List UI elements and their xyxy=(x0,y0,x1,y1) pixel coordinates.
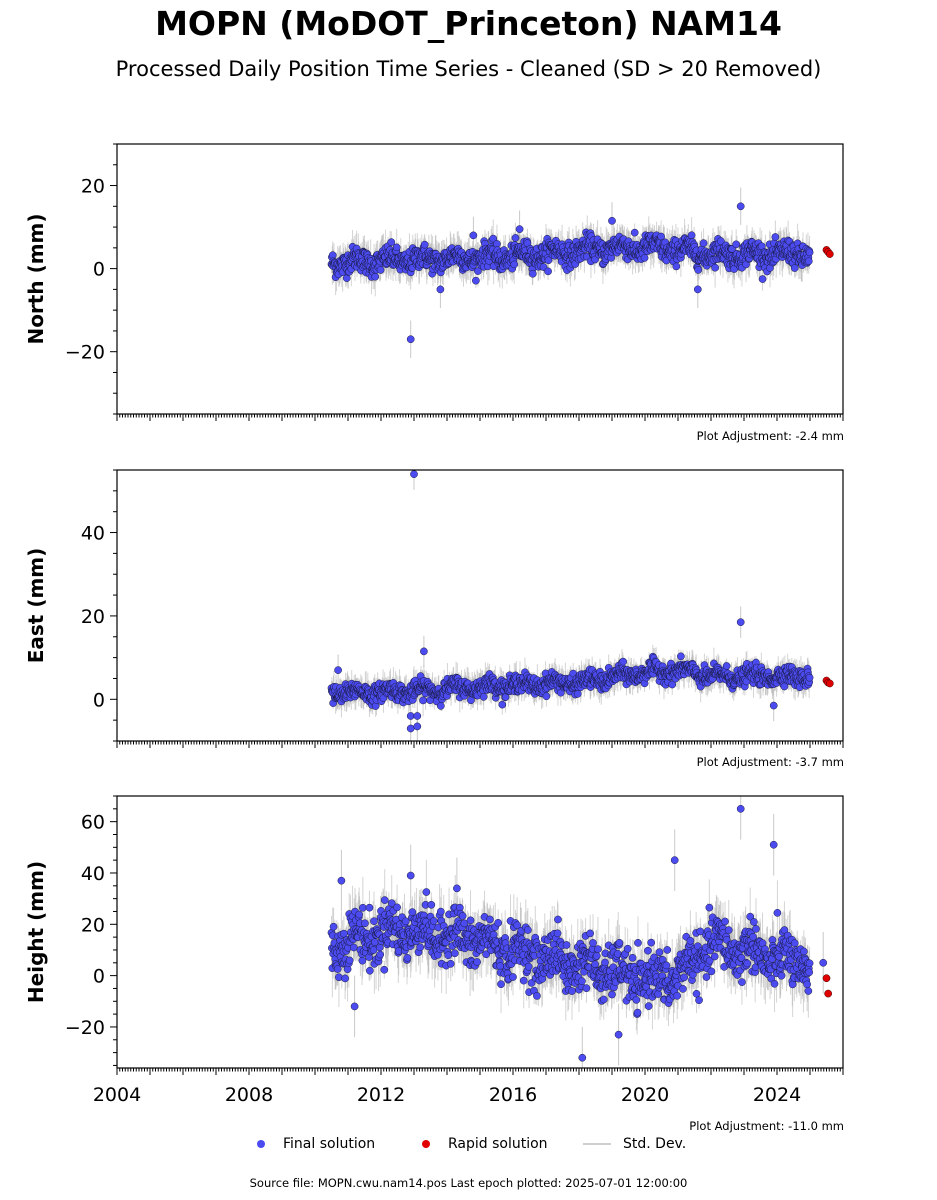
final-point-outlier xyxy=(736,618,745,627)
final-point-outlier xyxy=(515,225,524,234)
final-point xyxy=(694,266,703,274)
final-point xyxy=(376,266,385,274)
final-point xyxy=(419,696,427,705)
final-point xyxy=(528,269,537,278)
final-point xyxy=(436,702,445,710)
final-point xyxy=(474,267,482,275)
chart-title: MOPN (MoDOT_Princeton) NAM14 xyxy=(155,4,782,43)
y-tick-label: −20 xyxy=(65,342,105,364)
final-point xyxy=(544,256,553,265)
final-point xyxy=(771,233,780,241)
final-point xyxy=(758,275,767,283)
final-solution-points xyxy=(327,470,814,733)
rapid-point xyxy=(825,679,834,688)
y-tick-label: 0 xyxy=(93,259,105,281)
final-point xyxy=(510,260,519,269)
y-tick-label: 40 xyxy=(81,523,105,545)
y-tick-label: 0 xyxy=(93,689,105,711)
final-point xyxy=(392,243,401,252)
final-point xyxy=(511,234,520,242)
plot-area xyxy=(327,187,834,358)
final-point xyxy=(498,700,507,709)
final-point-outlier xyxy=(413,722,422,731)
final-point xyxy=(573,689,582,698)
final-point-outlier xyxy=(406,724,415,733)
final-point-outlier xyxy=(469,231,478,240)
final-point xyxy=(619,657,627,666)
final-point xyxy=(387,238,396,246)
final-point xyxy=(542,692,551,701)
std-dev-bars xyxy=(331,187,811,358)
final-point xyxy=(805,248,814,257)
final-point-outlier xyxy=(693,285,702,294)
final-point xyxy=(672,262,681,271)
final-point-outlier xyxy=(410,470,418,479)
final-point xyxy=(722,662,731,670)
final-point-outlier xyxy=(608,216,616,225)
final-point xyxy=(699,239,708,248)
final-point xyxy=(640,253,649,262)
final-point xyxy=(790,264,799,272)
final-point xyxy=(805,673,814,682)
final-point xyxy=(711,263,719,272)
final-point-outlier xyxy=(769,701,778,710)
final-point xyxy=(668,680,677,689)
final-point xyxy=(371,272,380,281)
final-point-outlier xyxy=(334,666,342,674)
final-point xyxy=(732,240,741,249)
final-point xyxy=(489,234,498,243)
final-point xyxy=(630,228,639,237)
final-point xyxy=(780,682,789,691)
final-solution-points xyxy=(327,202,814,344)
rapid-point xyxy=(825,250,834,258)
final-point-outlier xyxy=(406,335,415,344)
final-point-outlier xyxy=(736,202,745,211)
final-point xyxy=(472,276,480,285)
final-point xyxy=(687,231,696,240)
y-tick-label: 20 xyxy=(81,606,105,628)
final-point-outlier xyxy=(413,712,422,720)
chart-subtitle: Processed Daily Position Time Series - C… xyxy=(115,57,822,81)
final-point xyxy=(479,693,488,701)
y-tick-label: 20 xyxy=(81,176,105,198)
final-point xyxy=(677,652,685,661)
final-point xyxy=(544,267,552,276)
final-point xyxy=(420,240,429,249)
final-point xyxy=(342,274,351,282)
final-point-outlier xyxy=(436,285,445,294)
final-point xyxy=(804,257,813,266)
final-point-outlier xyxy=(406,712,415,720)
y-axis-label: North (mm) xyxy=(24,213,48,344)
final-point xyxy=(717,237,725,246)
north-panel: −20 0 20 North (mm) xyxy=(24,143,844,421)
final-point-outlier xyxy=(420,647,428,656)
plot-area xyxy=(327,470,834,741)
